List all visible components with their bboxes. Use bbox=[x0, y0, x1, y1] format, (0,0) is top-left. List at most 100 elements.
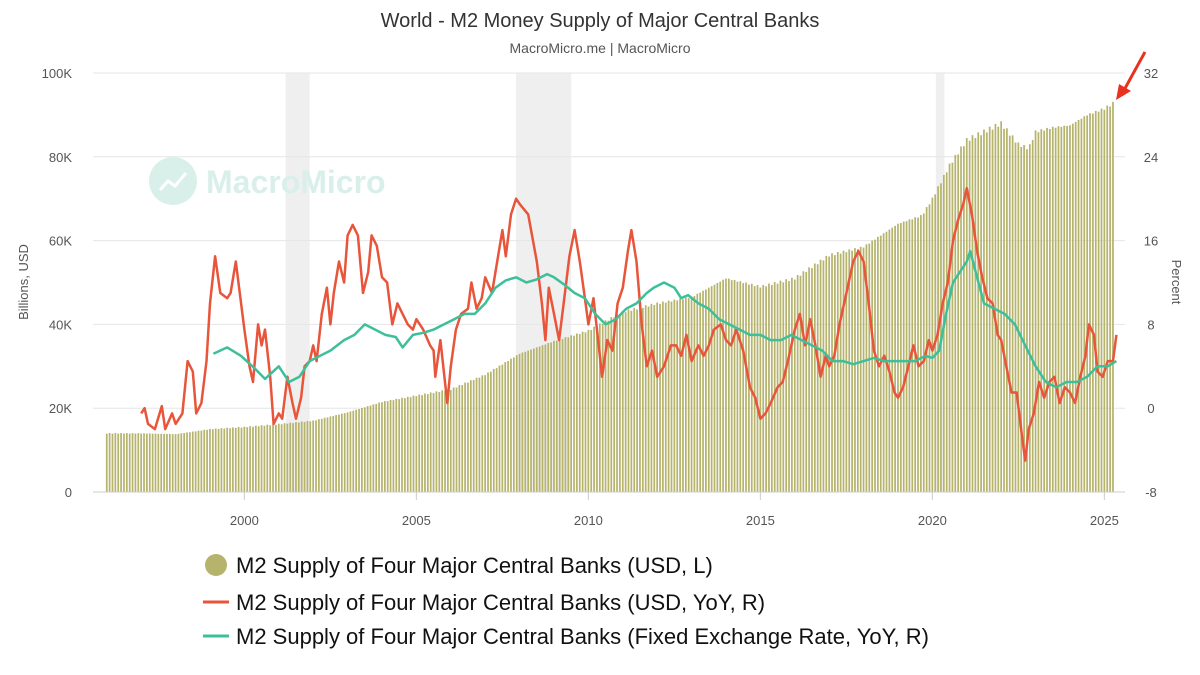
bar bbox=[197, 430, 200, 492]
bar bbox=[759, 287, 762, 492]
bar bbox=[518, 353, 521, 492]
bar bbox=[1026, 149, 1028, 493]
bar bbox=[530, 349, 532, 492]
bar bbox=[917, 217, 919, 492]
x-tick-label: 2010 bbox=[574, 513, 603, 528]
bar bbox=[811, 268, 813, 492]
bar bbox=[469, 380, 472, 492]
bar bbox=[206, 429, 208, 492]
right-tick-label: 8 bbox=[1147, 317, 1154, 332]
bar bbox=[862, 247, 865, 492]
legend-label: M2 Supply of Four Major Central Banks (U… bbox=[236, 590, 765, 615]
legend-item-bars[interactable]: M2 Supply of Four Major Central Banks (U… bbox=[205, 553, 713, 578]
bar bbox=[504, 362, 507, 492]
bar bbox=[650, 303, 653, 492]
bar bbox=[286, 423, 289, 492]
bar bbox=[300, 421, 303, 492]
bar bbox=[547, 343, 550, 492]
bar bbox=[160, 433, 163, 492]
bar bbox=[687, 298, 690, 492]
x-tick-label: 2015 bbox=[746, 513, 775, 528]
bar bbox=[481, 375, 484, 492]
bar bbox=[332, 416, 335, 492]
bar bbox=[673, 299, 676, 492]
bar bbox=[1094, 110, 1097, 493]
bar bbox=[203, 429, 206, 492]
bar bbox=[796, 275, 799, 492]
bar bbox=[1089, 113, 1091, 492]
bar bbox=[200, 430, 203, 492]
bar bbox=[237, 427, 240, 492]
bar bbox=[217, 428, 220, 492]
bar bbox=[937, 186, 939, 492]
bar bbox=[114, 433, 117, 492]
bar bbox=[527, 350, 530, 492]
bar bbox=[404, 398, 406, 492]
bar bbox=[644, 305, 647, 492]
legend-label: M2 Supply of Four Major Central Banks (F… bbox=[236, 624, 929, 649]
bar bbox=[911, 219, 914, 492]
bar bbox=[745, 282, 747, 492]
bar bbox=[464, 382, 466, 492]
bar bbox=[180, 433, 183, 492]
bar bbox=[684, 297, 687, 492]
bar bbox=[447, 389, 449, 492]
bar bbox=[550, 342, 552, 492]
bar bbox=[512, 357, 515, 492]
bar bbox=[891, 227, 894, 493]
bar bbox=[166, 433, 168, 492]
right-tick-label: 0 bbox=[1147, 401, 1154, 416]
bar bbox=[438, 392, 441, 492]
bar bbox=[146, 433, 148, 492]
bar bbox=[220, 428, 223, 492]
bar bbox=[845, 252, 848, 492]
bar bbox=[455, 387, 458, 492]
bar bbox=[363, 407, 366, 492]
x-tick-label: 2025 bbox=[1090, 513, 1119, 528]
line-series bbox=[140, 186, 1118, 462]
left-tick-label: 0 bbox=[65, 485, 72, 500]
bar bbox=[1060, 126, 1063, 492]
bar bbox=[676, 300, 679, 492]
bar bbox=[1028, 144, 1031, 492]
bar bbox=[289, 422, 292, 492]
bar bbox=[1046, 127, 1048, 492]
bar bbox=[604, 320, 607, 492]
bar bbox=[515, 355, 518, 492]
bar bbox=[713, 284, 716, 492]
x-tick-label: 2020 bbox=[918, 513, 947, 528]
bar bbox=[1074, 121, 1077, 493]
bar bbox=[773, 282, 776, 492]
bar bbox=[171, 434, 174, 492]
bar bbox=[905, 221, 908, 492]
bar bbox=[189, 432, 191, 492]
bar bbox=[223, 428, 226, 492]
legend-item-fixed-yoy[interactable]: M2 Supply of Four Major Central Banks (F… bbox=[203, 624, 929, 649]
bar bbox=[627, 309, 630, 492]
bar bbox=[667, 300, 670, 492]
bar bbox=[664, 302, 667, 492]
bar bbox=[343, 413, 346, 492]
bar bbox=[1071, 123, 1074, 493]
bar bbox=[736, 281, 739, 492]
bar bbox=[753, 286, 756, 492]
bar bbox=[535, 347, 538, 492]
legend: M2 Supply of Four Major Central Banks (U… bbox=[203, 553, 929, 649]
legend-item-usd-yoy[interactable]: M2 Supply of Four Major Central Banks (U… bbox=[203, 590, 765, 615]
bar bbox=[395, 398, 398, 492]
bar bbox=[985, 132, 988, 493]
bar bbox=[1040, 129, 1043, 492]
bar bbox=[659, 303, 661, 492]
bar bbox=[593, 326, 595, 492]
bar bbox=[616, 313, 618, 492]
bar bbox=[352, 410, 355, 492]
bar bbox=[283, 423, 286, 492]
bar bbox=[805, 271, 808, 492]
bar bbox=[246, 427, 249, 492]
bar bbox=[742, 283, 745, 492]
bar bbox=[266, 424, 269, 492]
x-tick-label: 2005 bbox=[402, 513, 431, 528]
right-axis-title: Percent bbox=[1169, 260, 1184, 305]
bar bbox=[257, 426, 260, 492]
